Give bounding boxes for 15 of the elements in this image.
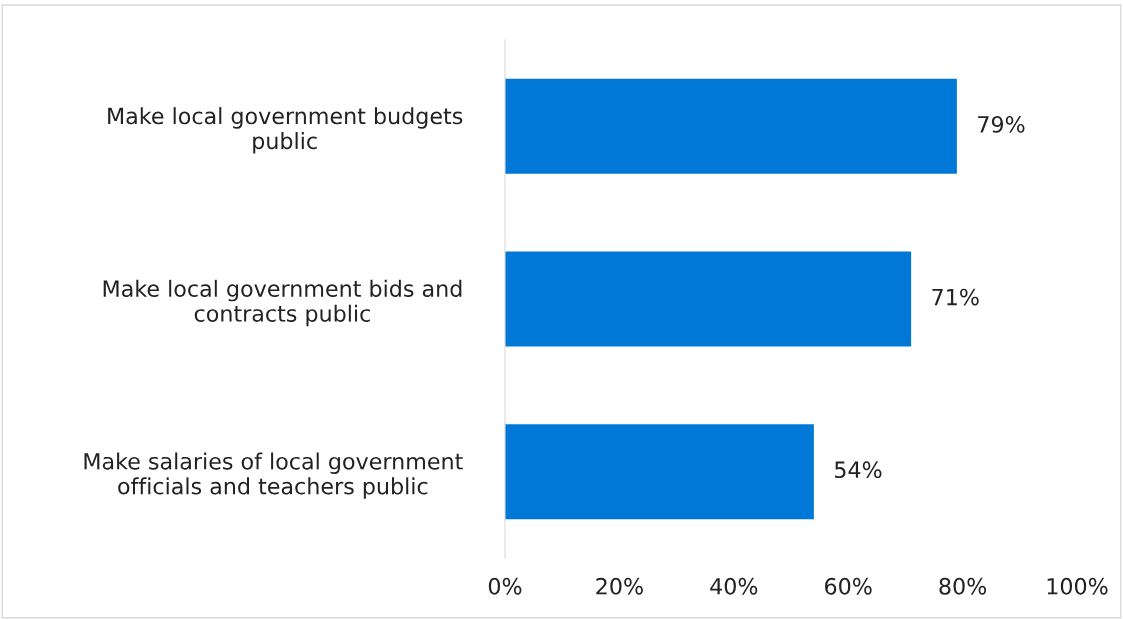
x-tick-label: 100%: [1047, 577, 1108, 595]
data-label: 54%: [835, 461, 882, 479]
bar: [505, 78, 957, 174]
x-tick-label: 60%: [825, 577, 872, 595]
y-tick-label: Make salaries of local government officials and teachers public: [84, 452, 463, 499]
data-label: 71%: [932, 288, 979, 306]
x-tick-label: 80%: [939, 577, 987, 595]
bar: [505, 424, 814, 520]
x-tick-label: 0%: [488, 577, 522, 595]
x-tick-label: 20%: [596, 577, 643, 595]
data-label: 79%: [978, 115, 1025, 133]
y-tick-label: Make local government budgets public: [108, 107, 463, 154]
bar: [505, 251, 912, 347]
x-tick-label: 40%: [710, 577, 758, 595]
y-tick-label: Make local government bids and contracts public: [103, 279, 462, 327]
